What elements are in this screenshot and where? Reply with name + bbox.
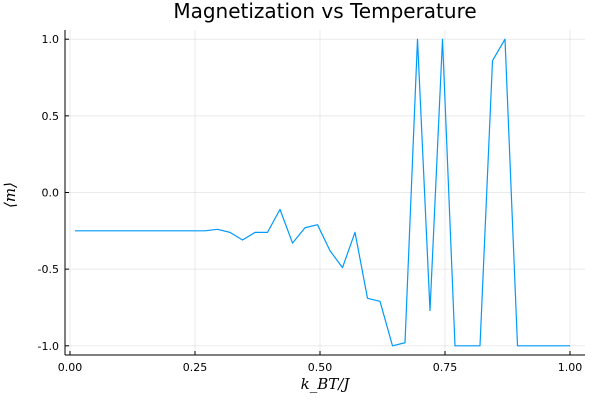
y-tick-label: 0.0	[42, 187, 60, 200]
series-line	[75, 38, 570, 347]
x-tick-label: 0.50	[308, 361, 333, 374]
y-tick-label: 0.5	[42, 110, 60, 123]
ticks: 0.00 0.25 0.50 0.75 1.00 -1.0 -0.5 0.0 0.5 1.0	[38, 33, 583, 374]
x-tick-label: 0.75	[433, 361, 458, 374]
y-tick-label: -0.5	[38, 263, 59, 276]
series	[75, 38, 570, 347]
x-tick-label: 0.25	[183, 361, 208, 374]
y-tick-label: 1.0	[42, 33, 60, 46]
x-tick-label: 0.00	[58, 361, 83, 374]
y-tick-label: -1.0	[38, 340, 59, 353]
x-axis-label: k_BT/J	[301, 375, 351, 393]
grid	[65, 30, 585, 355]
x-tick-label: 1.00	[558, 361, 583, 374]
y-axis-label: ⟨m⟩	[1, 182, 19, 208]
chart-title: Magnetization vs Temperature	[173, 0, 476, 23]
